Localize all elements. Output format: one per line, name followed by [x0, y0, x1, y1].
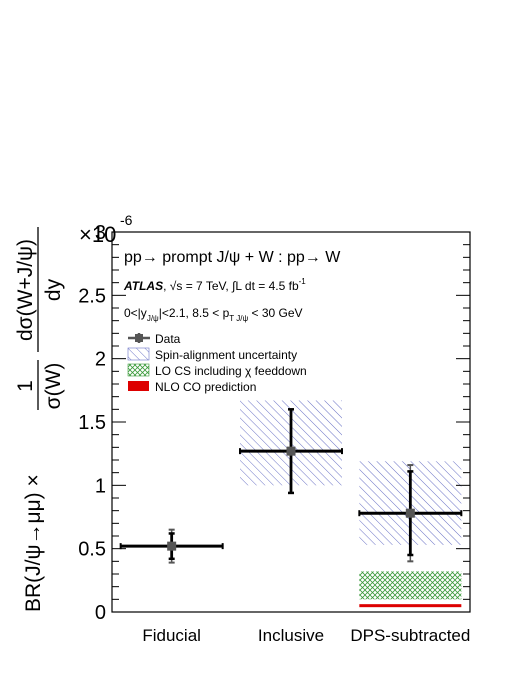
y-label-frac2-den: dy	[42, 278, 65, 301]
atlas-energy-line: ATLAS, √s = 7 TeV, ∫L dt = 4.5 fb-1	[123, 277, 306, 293]
x-category-label: Fiducial	[142, 626, 201, 645]
data-point	[119, 528, 224, 564]
cuts-a: 0<|y	[124, 306, 147, 320]
energy-label: , √s = 7 TeV, ∫L dt = 4.5 fb	[163, 279, 299, 293]
legend-marker-data	[128, 333, 150, 343]
cuts-sub2: T J/ψ	[229, 314, 248, 323]
y-label-frac1-num: 1	[14, 380, 37, 392]
legend-swatch-spin	[127, 347, 150, 361]
y-exponent: -6	[120, 212, 133, 228]
legend-lo-cs-label: LO CS including χ feeddown	[155, 364, 307, 378]
y-tick-label: 1.5	[78, 412, 106, 434]
legend: Data Spin-alignment uncertainty LO CS in…	[127, 332, 307, 394]
legend-swatch-lo-cs	[127, 363, 150, 377]
data-marker	[167, 541, 177, 551]
atlas-label: ATLAS	[123, 279, 163, 293]
legend-spin-label: Spin-alignment uncertainty	[155, 348, 297, 362]
x-category-label: Inclusive	[258, 626, 324, 645]
data-point	[239, 408, 343, 495]
cuts-c: < 30 GeV	[248, 306, 302, 320]
y-label-prefix: BR(J/ψ→μμ) ×	[22, 474, 45, 612]
lo-cs-band	[359, 571, 462, 600]
cuts-b: |<2.1, 8.5 < p	[159, 306, 230, 320]
lumi-exponent: -1	[299, 277, 307, 286]
data-point	[358, 464, 463, 563]
y-axis-label: BR(J/ψ→μμ) × 1 σ(W) dσ(W+J/ψ) dy	[14, 227, 65, 612]
legend-nlo-co-label: NLO CO prediction	[155, 380, 256, 394]
process-label: pp→ prompt J/ψ + W : pp→ W	[124, 249, 341, 266]
data-marker	[286, 446, 296, 456]
nlo-co-prediction	[359, 604, 462, 608]
data-marker	[405, 508, 415, 518]
x-category-label: DPS-subtracted	[350, 626, 470, 645]
y-tick-label: 0.5	[78, 539, 106, 561]
legend-swatch-nlo-co	[128, 381, 149, 391]
y-label-frac2-num: dσ(W+J/ψ)	[14, 239, 37, 341]
y-label-frac1-den: σ(W)	[42, 363, 65, 410]
cuts-line: 0<|yJ/ψ|<2.1, 8.5 < pT J/ψ < 30 GeV	[124, 306, 303, 323]
y-tick-label: 3	[95, 222, 106, 244]
y-tick-label: 2	[95, 349, 106, 371]
y-multiplier: ×10	[79, 222, 116, 247]
cuts-sub1: J/ψ	[147, 314, 159, 323]
y-tick-label: 2.5	[78, 285, 106, 307]
legend-data-label: Data	[155, 332, 181, 346]
y-axis: 0 0.5 1 1.5 2 2.5 3	[78, 222, 470, 624]
y-tick-label: 0	[95, 602, 106, 624]
y-tick-label: 1	[95, 475, 106, 497]
